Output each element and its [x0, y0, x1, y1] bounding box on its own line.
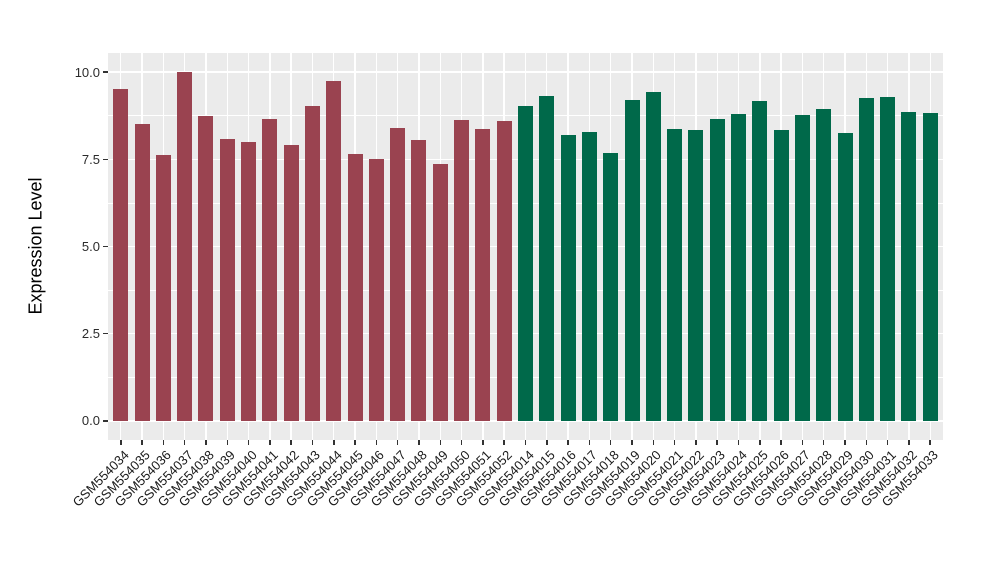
y-tick-mark — [103, 420, 108, 422]
bar-GSM554042 — [283, 145, 299, 421]
bar-GSM554022 — [688, 130, 704, 421]
bar-GSM554041 — [262, 119, 278, 421]
x-tick-mark — [567, 440, 569, 445]
x-tick-mark — [290, 440, 292, 445]
bar-GSM554029 — [837, 132, 853, 421]
bar-GSM554040 — [241, 141, 257, 421]
bar-GSM554016 — [560, 134, 576, 421]
x-tick-mark — [396, 440, 399, 445]
bar-GSM554039 — [219, 139, 235, 421]
y-tick-label: 7.5 — [81, 151, 100, 167]
bar-GSM554019 — [624, 99, 640, 421]
y-tick-label: 0.0 — [81, 413, 100, 429]
x-tick-mark — [226, 440, 229, 445]
x-tick-mark — [524, 440, 527, 445]
y-tick-label: 5.0 — [81, 239, 100, 254]
x-tick-mark — [439, 440, 442, 445]
x-tick-mark — [333, 440, 335, 445]
bar-GSM554014 — [518, 105, 533, 421]
bar-GSM554026 — [773, 130, 789, 421]
x-tick-mark — [503, 440, 505, 445]
bar-GSM554049 — [432, 163, 448, 421]
x-tick-mark — [546, 440, 548, 445]
x-tick-mark — [631, 440, 633, 445]
x-tick-mark — [759, 440, 761, 445]
x-tick-mark — [695, 440, 697, 445]
x-tick-mark — [673, 440, 676, 445]
x-tick-mark — [908, 440, 910, 445]
y-tick-mark — [103, 158, 108, 161]
bar-GSM554030 — [858, 98, 874, 421]
bar-GSM554033 — [922, 113, 938, 421]
x-tick-mark — [588, 440, 591, 445]
x-tick-mark — [183, 440, 186, 445]
x-tick-mark — [801, 440, 804, 445]
bar-GSM554035 — [134, 124, 150, 421]
bar-GSM554020 — [645, 91, 661, 421]
y-tick-label: 2.5 — [81, 326, 100, 342]
bar-GSM554031 — [880, 97, 896, 421]
bar-GSM554018 — [603, 153, 619, 421]
x-tick-mark — [652, 440, 655, 445]
x-tick-mark — [716, 440, 718, 445]
bar-GSM554015 — [539, 96, 555, 421]
bar-GSM554023 — [709, 119, 725, 421]
bar-GSM554052 — [496, 120, 512, 421]
bar-GSM554027 — [794, 114, 810, 421]
x-tick-mark — [886, 440, 889, 445]
bar-GSM554025 — [752, 100, 768, 421]
bar-GSM554045 — [347, 153, 363, 421]
x-tick-mark — [737, 440, 740, 445]
bar-GSM554046 — [368, 159, 384, 421]
x-tick-mark — [269, 440, 271, 445]
bar-GSM554050 — [454, 119, 470, 421]
bar-GSM554024 — [731, 114, 746, 421]
x-tick-mark — [311, 440, 314, 445]
bar-GSM554034 — [113, 88, 129, 421]
x-tick-mark — [418, 440, 420, 445]
x-tick-mark — [354, 440, 356, 445]
x-tick-mark — [247, 440, 250, 445]
x-tick-mark — [460, 440, 463, 445]
bar-GSM554044 — [326, 81, 342, 421]
x-tick-mark — [929, 440, 931, 445]
bar-GSM554043 — [304, 106, 320, 421]
bar-GSM554051 — [475, 129, 491, 421]
x-tick-mark — [141, 440, 143, 445]
x-tick-mark — [844, 440, 846, 445]
bar-GSM554047 — [390, 127, 406, 421]
bar-GSM554028 — [816, 108, 832, 421]
x-tick-mark — [780, 440, 782, 445]
x-tick-mark — [375, 440, 378, 445]
y-tick-mark — [103, 71, 108, 73]
y-tick-mark — [103, 332, 108, 335]
bar-GSM554021 — [667, 129, 683, 421]
x-tick-mark — [205, 440, 207, 445]
x-tick-mark — [822, 440, 825, 445]
bar-GSM554017 — [581, 132, 597, 421]
bar-GSM554038 — [198, 116, 214, 421]
bar-GSM554032 — [901, 111, 917, 421]
y-tick-label: 10.0 — [74, 64, 100, 80]
x-tick-mark — [120, 440, 122, 445]
y-tick-mark — [103, 245, 108, 248]
x-tick-mark — [865, 440, 868, 445]
bar-GSM554036 — [155, 154, 171, 421]
plot-panel — [108, 53, 943, 440]
x-tick-mark — [482, 440, 484, 445]
x-tick-mark — [162, 440, 165, 445]
bar-GSM554048 — [411, 140, 427, 421]
x-tick-mark — [609, 440, 612, 445]
bar-GSM554037 — [177, 72, 193, 421]
